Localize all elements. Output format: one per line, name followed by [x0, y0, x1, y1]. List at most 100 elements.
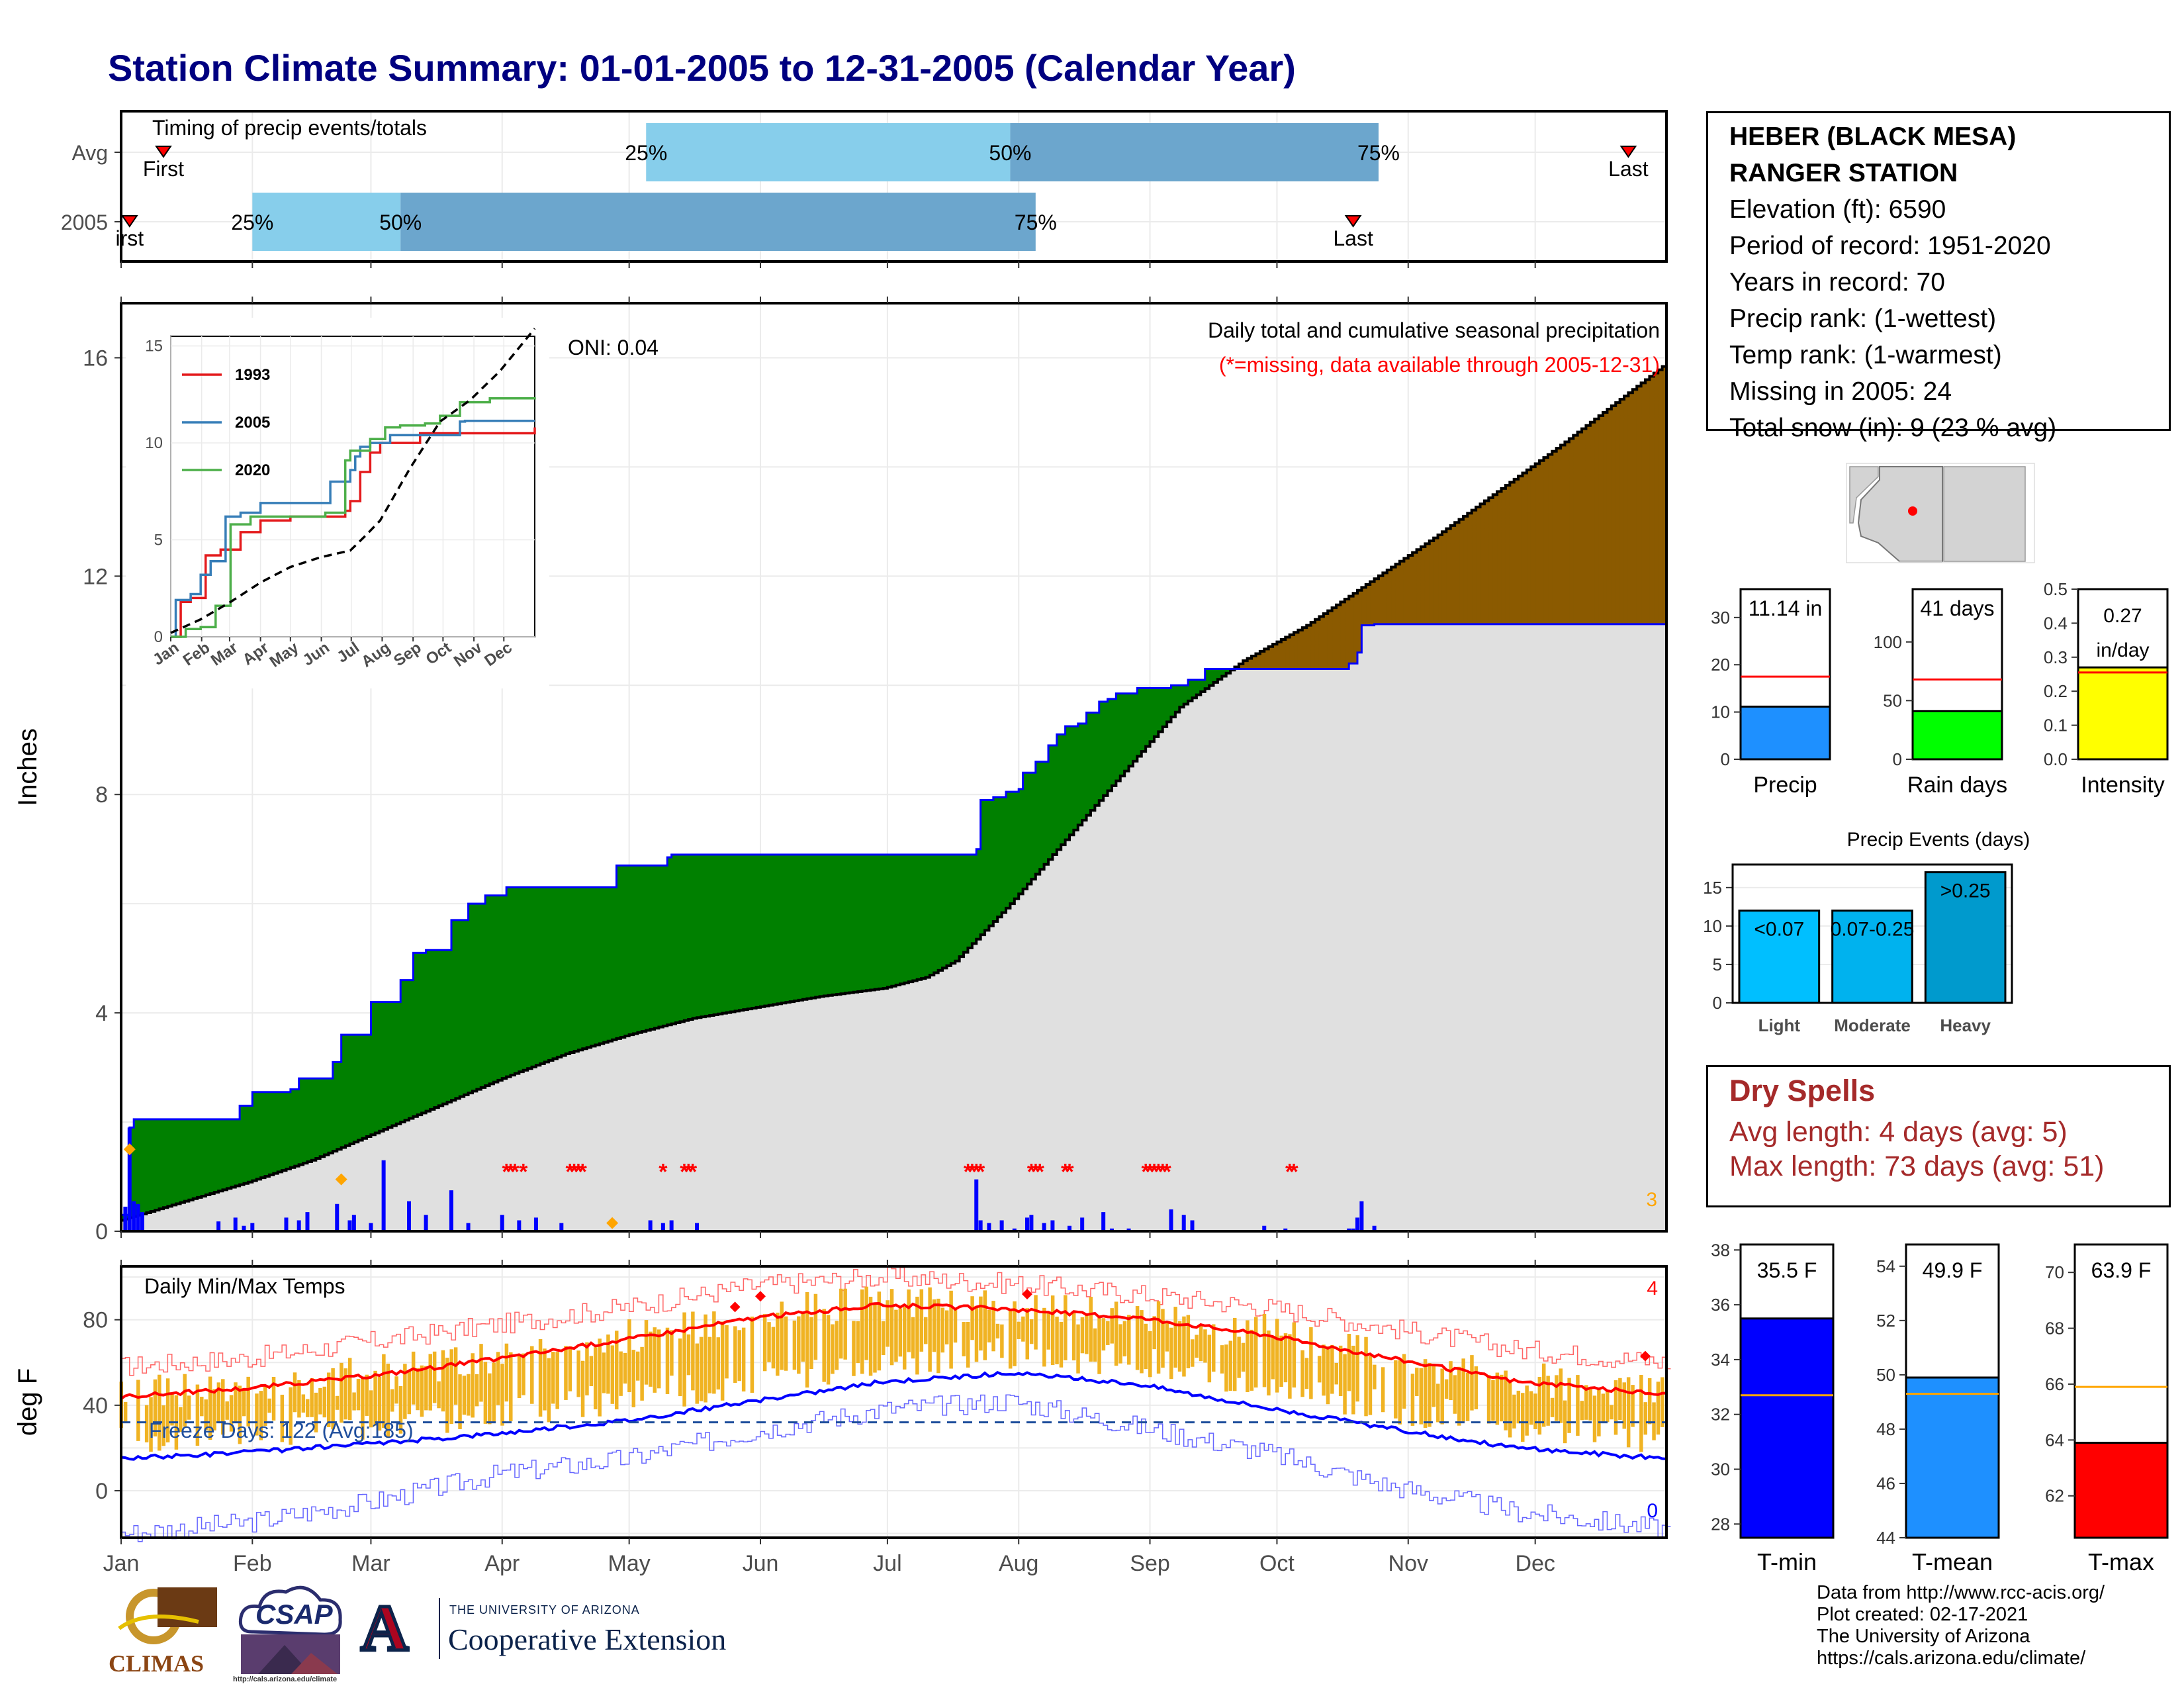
station-info-box: HEBER (BLACK MESA) RANGER STATION Elevat…: [1706, 111, 2171, 442]
daily-temp-bar: [326, 1372, 331, 1427]
daily-temp-bar: [1152, 1316, 1156, 1350]
precip-event-bar-label: 0.07-0.25: [1831, 919, 1915, 941]
missing-mark: *: [1146, 1160, 1155, 1185]
daily-temp-bar: [1525, 1385, 1529, 1436]
missing-mark: *: [1289, 1160, 1298, 1185]
daily-temp-bar: [1220, 1345, 1224, 1374]
missing-mark: *: [1154, 1160, 1163, 1185]
month-label: Jun: [743, 1551, 779, 1576]
daily-temp-bar: [1309, 1327, 1313, 1399]
daily-temp-bar: [386, 1363, 390, 1438]
daily-temp-bar: [995, 1323, 1000, 1338]
daily-temp-bar: [238, 1385, 242, 1444]
university-of-arizona-logo: A THE UNIVERSITY OF ARIZONA Cooperative …: [359, 1590, 745, 1668]
daily-temp-bar: [420, 1365, 424, 1417]
daily-precip-bar: [999, 1220, 1004, 1231]
temp-gauge-ytick-label: 30: [1711, 1459, 1730, 1479]
daily-temp-bar: [538, 1338, 543, 1417]
daily-temp-bar: [208, 1376, 212, 1440]
daily-precip-bar: [1080, 1217, 1085, 1231]
station-location-dot: [1908, 506, 1917, 516]
daily-temp-bar: [987, 1309, 991, 1342]
daily-temp-bar: [704, 1314, 707, 1403]
precip-ytick-label: 0: [95, 1219, 108, 1244]
daily-temp-bar: [310, 1378, 314, 1417]
daily-temp-bar: [1364, 1336, 1368, 1417]
daily-precip-bar: [1126, 1228, 1131, 1231]
precip-ytick-label: 8: [95, 782, 108, 808]
precip-event-category: Moderate: [1834, 1015, 1911, 1035]
month-label: Jul: [873, 1551, 901, 1576]
daily-precip-bar: [648, 1220, 653, 1231]
daily-temp-bar: [585, 1342, 589, 1395]
daily-temp-bar: [902, 1307, 907, 1370]
temp-gauge-bar-t-mean: [1905, 1376, 2000, 1539]
daily-precip-bar: [1351, 1228, 1355, 1231]
daily-temp-bar: [1643, 1402, 1648, 1435]
daily-temp-bar: [966, 1321, 970, 1368]
daily-temp-bar: [657, 1329, 661, 1389]
precip-events-ytick-label: 15: [1703, 878, 1722, 898]
daily-precip-bar: [987, 1223, 991, 1231]
daily-temp-bar: [1584, 1385, 1588, 1420]
daily-temp-bar: [1486, 1375, 1491, 1424]
csap-logo: CSAP http://cals.arizona.edu/climate: [232, 1579, 351, 1685]
daily-precip-bar: [136, 1203, 140, 1231]
temp-gauge-ytick-label: 66: [2045, 1374, 2064, 1394]
daily-precip-bar: [466, 1223, 471, 1231]
ua-divider: [439, 1598, 440, 1659]
daily-temp-bar: [1576, 1375, 1580, 1436]
daily-temp-bar: [805, 1291, 809, 1388]
daily-temp-bar: [1639, 1375, 1643, 1452]
daily-temp-bar: [1267, 1330, 1271, 1396]
daily-temp-bar: [771, 1327, 776, 1369]
daily-temp-bar: [1195, 1335, 1199, 1358]
record-high-marker: [754, 1291, 766, 1302]
month-label: Aug: [999, 1551, 1039, 1576]
daily-temp-bar: [1440, 1368, 1444, 1425]
timing-bar-q50-q75: [1010, 123, 1379, 181]
daily-temp-bar: [1537, 1377, 1542, 1435]
daily-temp-bar: [1338, 1345, 1343, 1396]
missing-mark: *: [659, 1160, 668, 1185]
daily-temp-bar: [932, 1299, 936, 1352]
daily-temp-bar: [475, 1374, 479, 1407]
page-title: Station Climate Summary: 01-01-2005 to 1…: [108, 47, 1296, 89]
gauge-ytick-label: 50: [1883, 690, 1902, 710]
daily-temp-bar: [1394, 1360, 1398, 1419]
temp-gauge-value-label: 35.5 F: [1757, 1258, 1817, 1282]
daily-temp-bar: [649, 1331, 653, 1387]
daily-temp-bar: [623, 1352, 627, 1384]
daily-precip-bar: [347, 1220, 352, 1231]
daily-temp-bar: [1169, 1327, 1173, 1380]
daily-temp-bar: [1025, 1308, 1030, 1360]
gauge-ytick-label: 0: [1893, 749, 1902, 769]
daily-temp-bar: [835, 1321, 839, 1370]
precip-event-category: Light: [1758, 1015, 1801, 1035]
temp-gauge-ytick-label: 64: [2045, 1430, 2064, 1450]
daily-temp-bar: [1381, 1367, 1385, 1413]
daily-temp-bar: [158, 1374, 161, 1451]
dry-spells-box: Dry Spells Avg length: 4 days (avg: 5) M…: [1706, 1065, 2171, 1207]
locator-map-state: [1943, 466, 2026, 562]
daily-temp-bar: [1101, 1318, 1106, 1351]
month-label: Feb: [233, 1551, 272, 1576]
daily-temp-bar: [297, 1380, 301, 1418]
daily-temp-bar: [741, 1327, 746, 1392]
timing-last-label: Last: [1333, 226, 1373, 250]
daily-temp-bar: [1428, 1363, 1432, 1427]
missing-mark: *: [968, 1160, 977, 1185]
snow-marker: [123, 1143, 136, 1156]
daily-temp-bar: [229, 1395, 234, 1432]
daily-precip-bar: [233, 1217, 238, 1231]
daily-temp-bar: [1330, 1344, 1334, 1394]
daily-precip-bar: [424, 1215, 428, 1231]
daily-temp-bar: [1457, 1366, 1461, 1426]
inset-ytick-label: 5: [154, 532, 163, 549]
daily-temp-bar: [886, 1300, 889, 1347]
missing-mark: *: [976, 1160, 985, 1185]
timing-marker: [1619, 146, 1637, 158]
daily-temp-bar: [762, 1314, 767, 1372]
daily-temp-bar: [335, 1395, 340, 1410]
daily-temp-bar: [644, 1320, 649, 1385]
